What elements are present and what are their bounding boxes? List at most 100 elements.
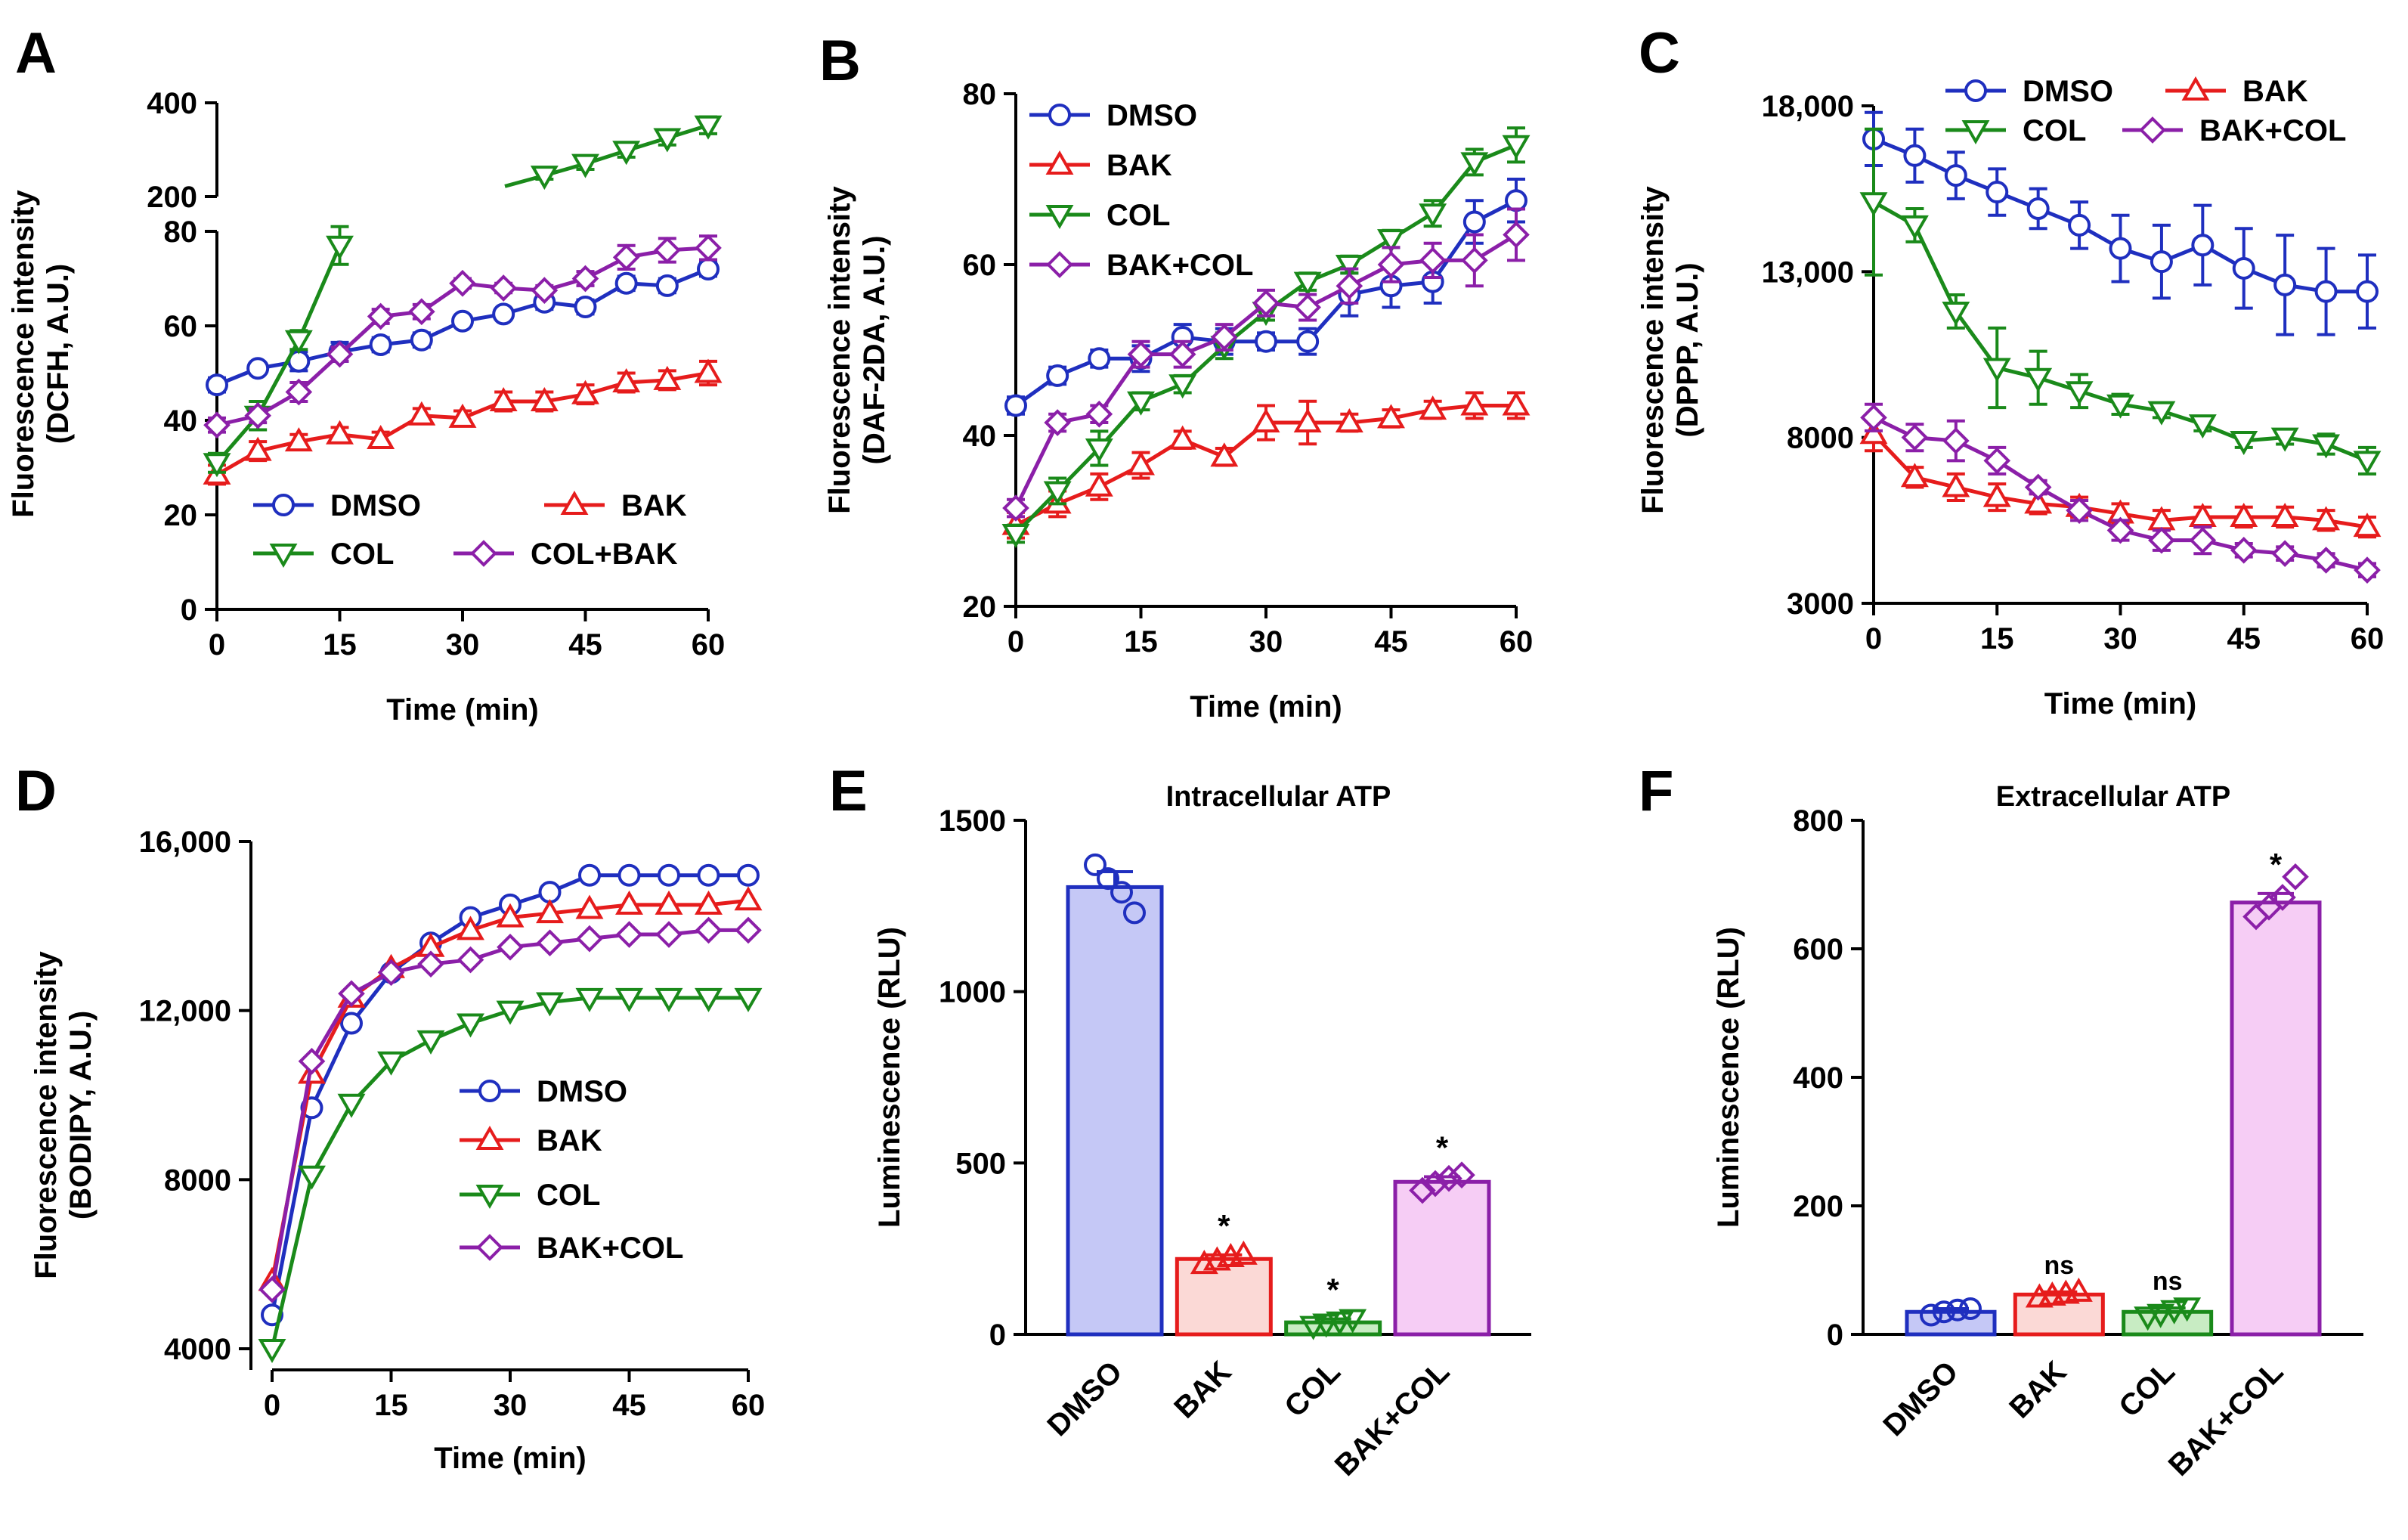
x-axis-label: Time (min): [2044, 687, 2197, 720]
legend-marker: [1961, 120, 1990, 145]
x-tick-label: 15: [1124, 625, 1158, 658]
data-point: [2353, 513, 2382, 538]
x-tick-label: BAK: [1168, 1355, 1237, 1424]
x-tick-label: 30: [2103, 622, 2137, 655]
series-bak-plus-col: [258, 916, 762, 1303]
data-point: [1377, 229, 1405, 254]
data-point: [340, 1012, 363, 1035]
data-point: [1085, 472, 1113, 497]
data-point: [1127, 340, 1155, 368]
data-point: [1502, 391, 1531, 416]
data-point: [734, 886, 763, 911]
bar: [2230, 900, 2322, 1337]
data-point: [2065, 381, 2094, 406]
x-tick-label: 45: [2227, 622, 2261, 655]
legend-item: BAK: [544, 489, 687, 522]
data-point: [1336, 272, 1363, 300]
data-point: [2356, 280, 2379, 303]
data-point: [1461, 246, 1488, 274]
x-tick-label: COL: [2112, 1355, 2181, 1424]
series-line: [270, 996, 748, 1349]
y-axis-label: (BODIPY, A.U.): [64, 1011, 97, 1219]
legend-label: BAK+COL: [1107, 249, 1253, 282]
legend-marker: [272, 494, 295, 516]
legend-label: COL: [1107, 199, 1170, 232]
data-point: [244, 401, 271, 429]
data-point: [737, 863, 760, 887]
legend-item: COL: [253, 538, 394, 571]
legend-marker: [1046, 251, 1073, 278]
data-point: [615, 987, 643, 1012]
legend-item: BAK+COL: [460, 1232, 683, 1265]
replicate-point: [2134, 1306, 2162, 1331]
x-axis-label: Time (min): [434, 1442, 587, 1475]
data-point: [1462, 210, 1486, 234]
replicate-point: [1422, 1170, 1449, 1198]
legend-item: COL: [1029, 199, 1170, 232]
x-tick-label: 45: [568, 628, 602, 662]
data-point: [326, 340, 354, 368]
series-col: [1859, 127, 2382, 476]
y-tick-label: 20: [963, 590, 997, 624]
bar-group-col: * COL: [1278, 1272, 1382, 1424]
data-point: [1085, 438, 1113, 463]
y-tick-label: 400: [147, 87, 197, 120]
panel-e: E Intracellular ATP 0 500 1000 1500 Luminescen…: [829, 759, 1531, 1483]
x-tick-label: 0: [209, 628, 225, 662]
data-point: [654, 237, 681, 264]
legend-marker: [269, 544, 298, 569]
legend-item: BAK+COL: [2122, 114, 2346, 147]
legend-marker: [2139, 116, 2166, 144]
data-point: [284, 330, 313, 355]
legend-label: BAK+COL: [537, 1232, 683, 1265]
data-point: [457, 916, 484, 940]
x-tick-label: 45: [612, 1389, 646, 1422]
data-point: [377, 1051, 405, 1076]
replicate-point: [2173, 1297, 2202, 1322]
data-point: [735, 916, 762, 944]
series-dmso: [1862, 110, 2379, 336]
x-tick-label: DMSO: [1041, 1355, 1128, 1442]
series-col-upper: [504, 115, 723, 191]
data-point: [1294, 293, 1321, 321]
data-point: [1859, 192, 1888, 217]
data-point: [338, 980, 365, 1008]
x-tick-label: 0: [1007, 625, 1024, 658]
data-point: [2312, 547, 2340, 574]
y-tick-label: 12,000: [139, 995, 231, 1028]
data-point: [369, 333, 392, 356]
y-tick-label: 16,000: [139, 826, 231, 859]
legend-label: BAK: [537, 1124, 602, 1157]
data-point: [246, 357, 270, 380]
data-point: [2354, 556, 2381, 584]
x-tick-label: BAK+COL: [1329, 1355, 1456, 1483]
data-point: [1293, 271, 1322, 296]
data-point: [1982, 358, 2011, 383]
data-point: [206, 373, 228, 397]
y-axis-label: Fluorescence intensity: [29, 951, 63, 1279]
data-point: [695, 987, 723, 1012]
series-bak-plus-col: [1002, 207, 1530, 522]
data-point: [2312, 506, 2341, 531]
data-point: [1043, 481, 1072, 506]
data-point: [449, 269, 476, 297]
series-bak: [203, 358, 723, 486]
x-tick-label: 15: [1980, 622, 2014, 655]
y-axis-label: Luminescence (RLU): [873, 927, 906, 1228]
replicate-point: [1084, 853, 1107, 876]
data-point: [655, 274, 679, 297]
y-tick-label: 0: [181, 593, 197, 627]
data-point: [457, 1013, 484, 1038]
bar-group-bak: * BAK: [1168, 1208, 1273, 1425]
data-point: [734, 987, 763, 1012]
x-tick-label: BAK: [2003, 1355, 2072, 1424]
data-point: [531, 277, 559, 304]
y-tick-label: 60: [963, 249, 997, 282]
replicate-point: [1312, 1313, 1341, 1338]
data-point: [367, 424, 395, 449]
data-point: [258, 1339, 286, 1364]
y-axis-label: Luminescence (RLU): [1712, 927, 1745, 1228]
legend-label: BAK+COL: [2199, 114, 2346, 147]
data-point: [571, 153, 599, 178]
